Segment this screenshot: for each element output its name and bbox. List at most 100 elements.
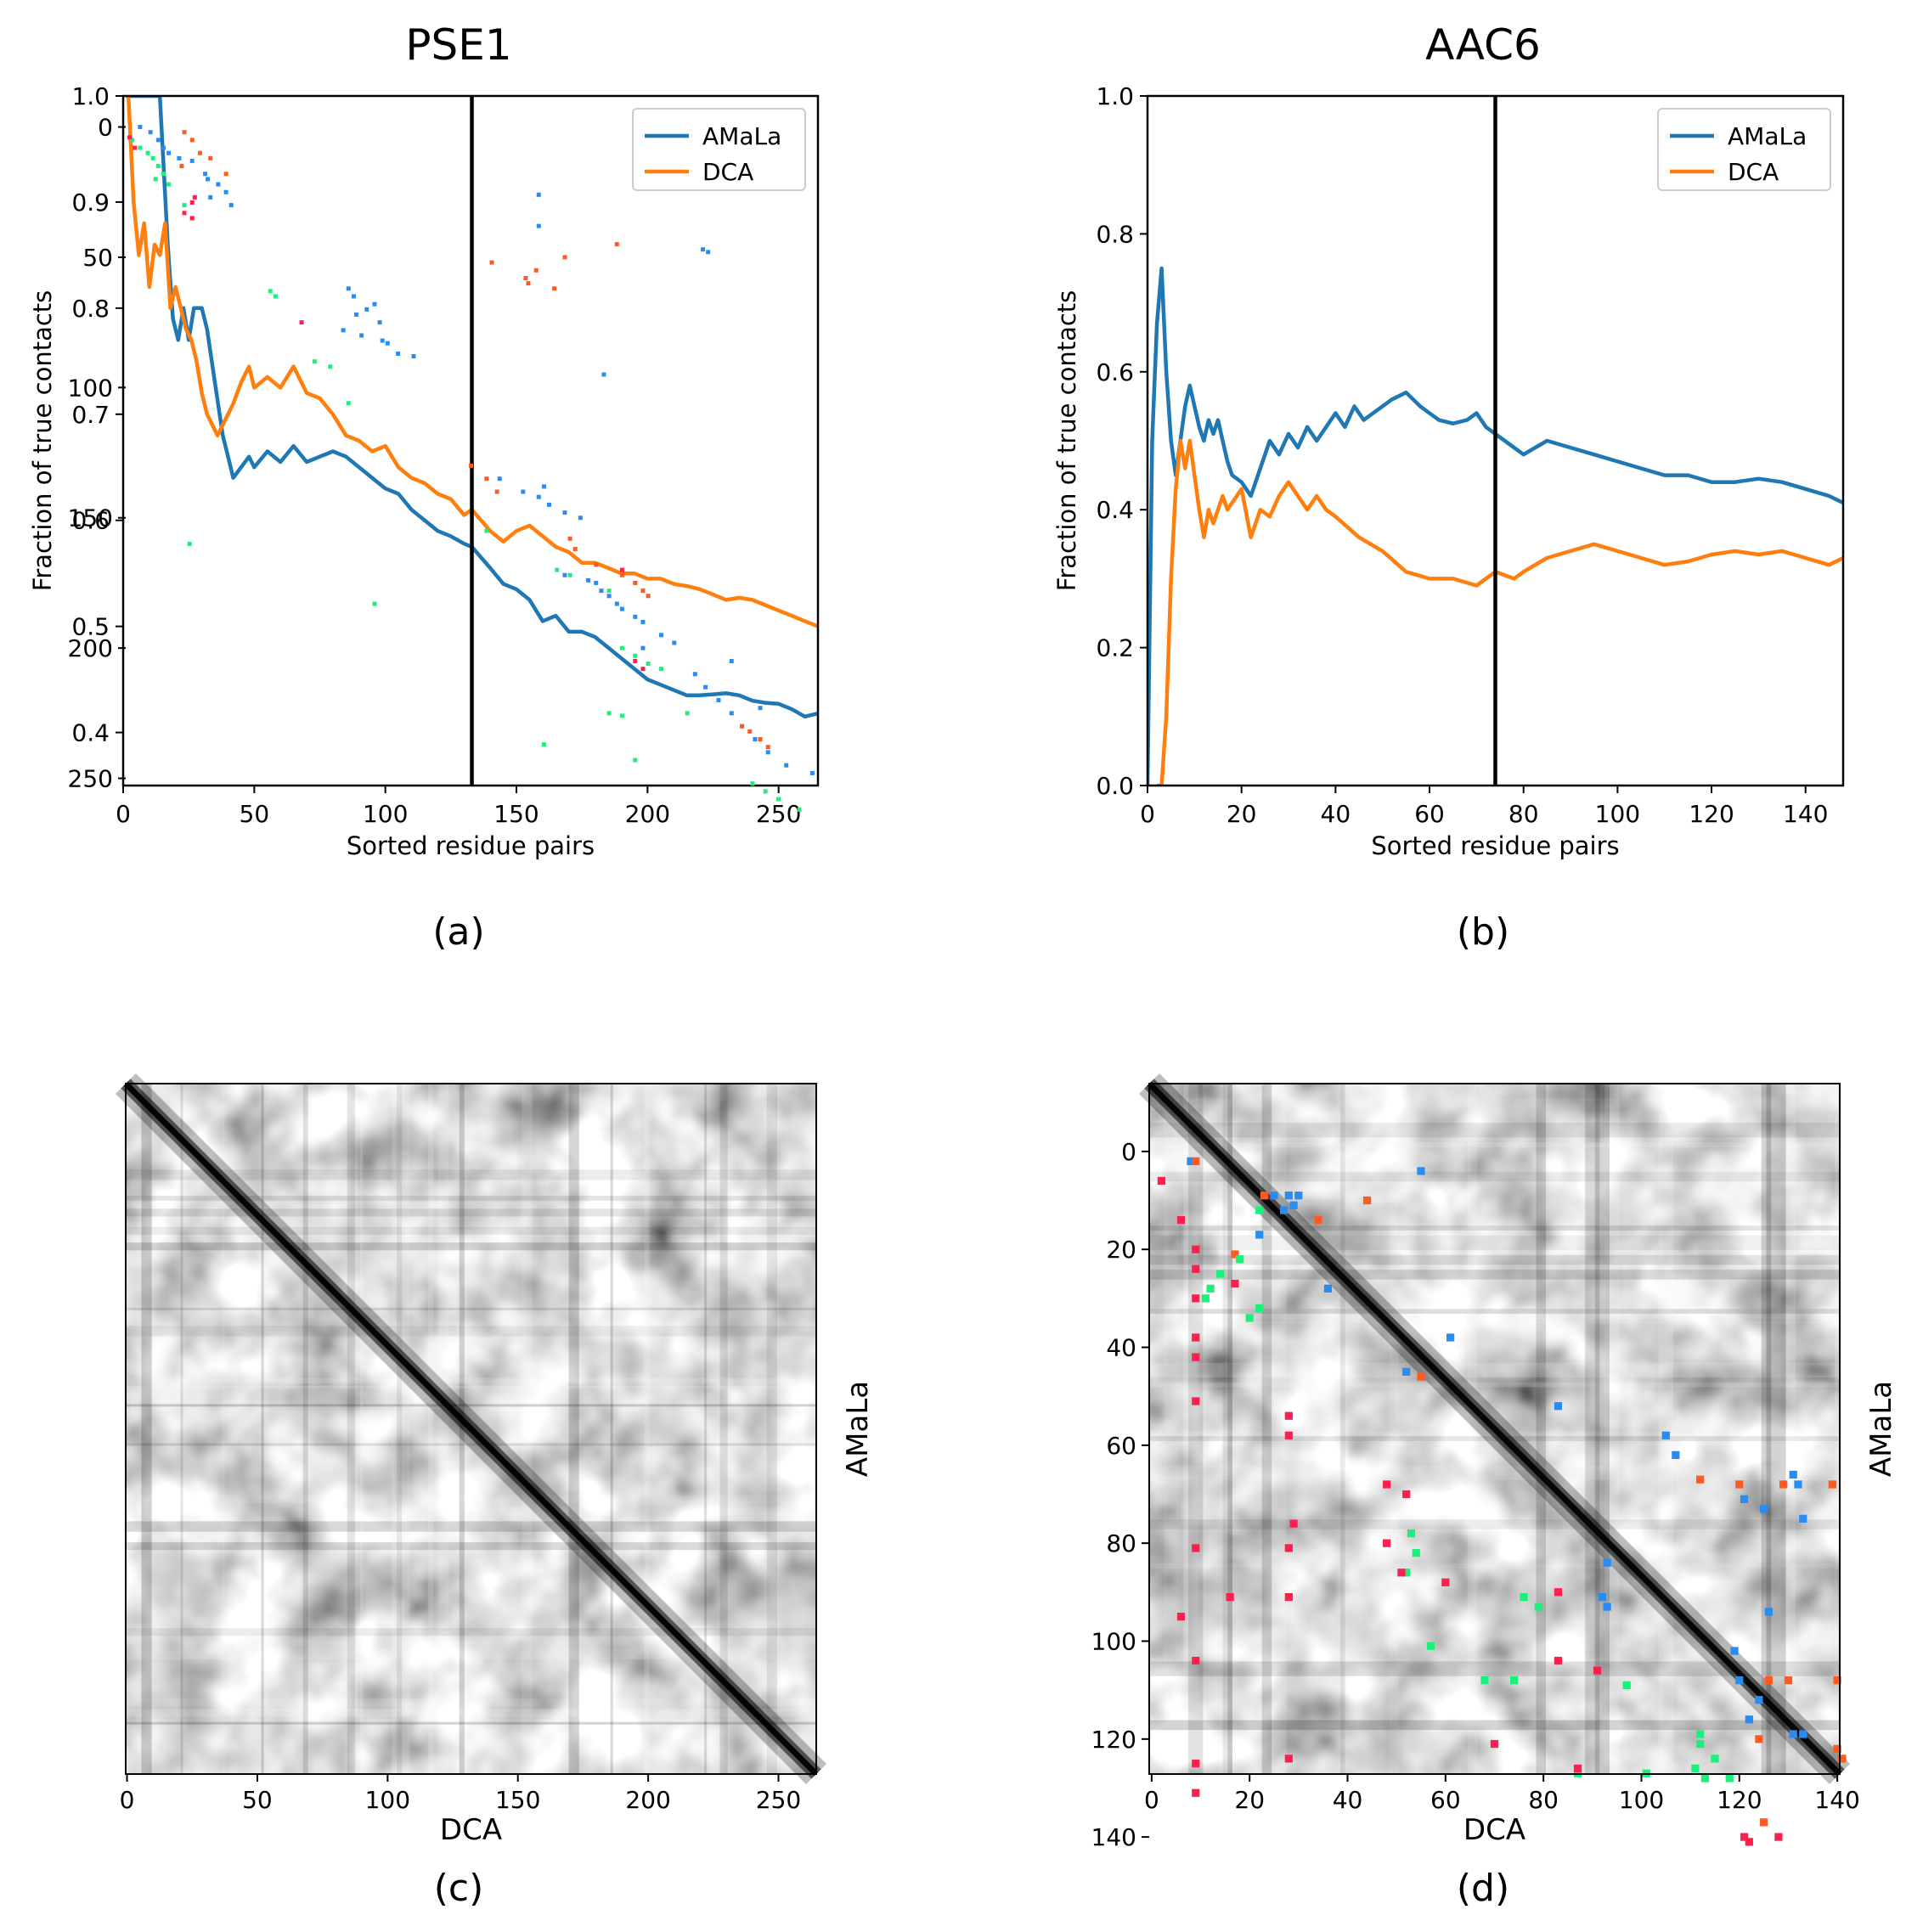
contact-marker-blue — [784, 763, 789, 768]
contact-marker-blue — [599, 589, 604, 594]
legend-label-amala: AMaLa — [1728, 122, 1807, 150]
x-tick-label: 200 — [625, 1786, 670, 1814]
contact-marker-orange — [189, 138, 195, 143]
contact-marker-blue — [1289, 1201, 1298, 1209]
panel-b-title: AAC6 — [1425, 20, 1541, 70]
contact-marker-blue — [536, 494, 541, 499]
contact-marker-orange — [1755, 1735, 1763, 1743]
contact-marker-green — [346, 401, 351, 406]
contact-marker-blue — [1799, 1514, 1807, 1523]
contact-marker-blue — [1270, 1191, 1278, 1200]
contact-marker-blue — [758, 706, 763, 711]
contact-marker-green — [1520, 1592, 1528, 1602]
heatmap-streak — [126, 1521, 816, 1532]
heatmap-streak — [1261, 1084, 1272, 1774]
contact-marker-blue — [497, 476, 502, 482]
series-dca-line — [126, 96, 818, 628]
heatmap-streak — [1604, 1084, 1620, 1774]
heatmap-streak — [1389, 1084, 1400, 1774]
contact-marker-red — [619, 567, 624, 572]
contact-marker-green — [685, 711, 690, 716]
heatmap-streak — [1164, 1084, 1179, 1774]
x-tick-label: 0 — [1144, 1786, 1159, 1814]
heatmap-streak — [427, 1084, 434, 1774]
contact-marker-blue — [1446, 1333, 1455, 1342]
y-tick-label: 0.8 — [71, 295, 110, 323]
contact-marker-orange — [619, 572, 624, 577]
contact-marker-green — [1725, 1774, 1734, 1783]
contact-marker-red — [1745, 1838, 1753, 1846]
contact-marker-green — [1206, 1284, 1215, 1293]
contact-marker-orange — [646, 594, 651, 599]
contact-marker-green — [606, 589, 612, 594]
heatmap-streak — [126, 1404, 816, 1407]
contact-marker-blue — [411, 354, 416, 359]
contact-marker-red — [633, 658, 638, 663]
heatmap-streak — [1149, 1465, 1840, 1481]
contact-marker-blue — [1417, 1167, 1425, 1175]
heatmap-streak — [1149, 1171, 1840, 1182]
heatmap-streak — [1585, 1084, 1600, 1774]
contact-marker-orange — [494, 489, 499, 494]
contact-marker-green — [150, 155, 155, 161]
series-amala-line — [126, 96, 818, 719]
contact-marker-blue — [672, 640, 677, 645]
contact-marker-green — [1201, 1294, 1210, 1303]
x-tick-label: 150 — [493, 800, 539, 828]
heatmap-streak — [568, 1084, 579, 1774]
y-tick-label: 40 — [1106, 1334, 1136, 1362]
contact-marker-blue — [1255, 1231, 1264, 1239]
contact-marker-blue — [1323, 1284, 1333, 1293]
heatmap-streak — [1149, 1098, 1840, 1108]
contact-marker-green — [1622, 1681, 1631, 1689]
contact-marker-green — [763, 789, 768, 794]
heatmap-streak — [1149, 1225, 1840, 1231]
contact-marker-blue — [396, 351, 401, 356]
y-tick-label: 200 — [68, 634, 113, 662]
contact-marker-green — [484, 528, 489, 533]
contact-marker-red — [1226, 1592, 1234, 1602]
y-tick-label: 100 — [1091, 1627, 1136, 1655]
contact-marker-blue — [716, 697, 721, 702]
y-tick-label: 0.2 — [1096, 634, 1134, 662]
x-tick-label: 0 — [116, 800, 131, 828]
heatmap-streak — [126, 1709, 816, 1717]
contact-marker-red — [1289, 1519, 1298, 1528]
heatmap-streak — [399, 1084, 410, 1774]
contact-marker-green — [1402, 1569, 1411, 1577]
contact-marker-blue — [594, 580, 599, 585]
contact-marker-orange — [526, 281, 531, 286]
x-tick-label: 80 — [1508, 800, 1539, 828]
contact-marker-blue — [1661, 1431, 1670, 1439]
heatmap-streak — [1149, 1382, 1840, 1388]
contact-marker-green — [619, 713, 624, 718]
contact-marker-red — [1554, 1588, 1563, 1597]
contact-marker-orange — [197, 150, 202, 155]
contact-marker-red — [189, 216, 195, 221]
plot-frame — [1146, 94, 1845, 787]
legend: AMaLa DCA — [632, 108, 806, 191]
contact-marker-blue — [148, 130, 153, 135]
contact-marker-green — [1407, 1529, 1416, 1538]
contact-marker-red — [1157, 1176, 1166, 1186]
contact-marker-green — [1236, 1255, 1244, 1264]
contact-marker-green — [619, 645, 624, 651]
heatmap-streak — [397, 1084, 403, 1774]
contact-marker-green — [1480, 1676, 1489, 1685]
x-tick-label: 100 — [1619, 1786, 1664, 1814]
y-tick-label: 20 — [1106, 1236, 1136, 1264]
heatmap-streak — [126, 1721, 816, 1725]
contact-marker-red — [1176, 1613, 1186, 1621]
contact-marker-red — [1593, 1666, 1602, 1675]
y-axis-label: AMaLa — [1864, 1381, 1898, 1477]
contact-marker-blue — [729, 658, 734, 663]
y-tick-label: 0 — [98, 114, 113, 142]
heatmap-streak — [126, 1495, 816, 1503]
y-tick-label: 50 — [82, 244, 113, 272]
contact-marker-red — [1192, 1333, 1200, 1342]
contact-marker-orange — [1779, 1480, 1788, 1489]
contact-marker-blue — [1554, 1402, 1563, 1411]
contact-marker-green — [1426, 1642, 1435, 1650]
